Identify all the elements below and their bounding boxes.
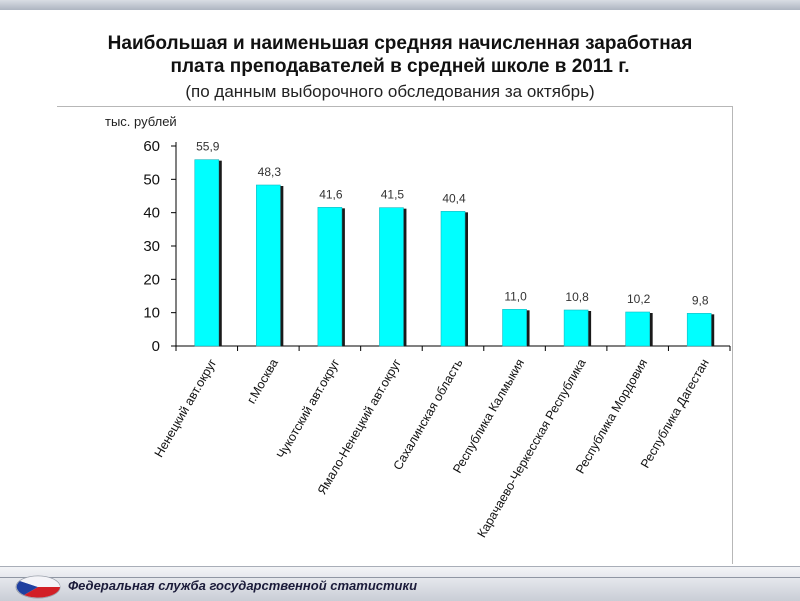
bar	[194, 159, 220, 347]
bar	[440, 211, 466, 347]
bar-value-label: 11,0	[504, 289, 527, 303]
bar-value-label: 10,2	[627, 292, 651, 306]
x-category-label: Сахалинская область	[391, 357, 466, 473]
bar	[563, 309, 589, 347]
bar-value-label: 41,6	[319, 187, 343, 201]
y-tick-label: 10	[143, 305, 160, 322]
rosstat-logo-icon	[15, 575, 61, 599]
bar	[379, 207, 404, 347]
bar	[256, 184, 281, 347]
y-tick-label: 50	[143, 171, 160, 188]
title-line-2: плата преподавателей в средней школе в 2…	[170, 56, 630, 77]
top-bar	[0, 0, 800, 10]
bar-value-label: 40,4	[442, 191, 466, 205]
x-category-label: Республика Дагестан	[638, 356, 712, 470]
y-axis-label: тыс. рублей	[105, 114, 177, 129]
bar-value-label: 55,9	[196, 140, 220, 154]
x-category-label: г.Москва	[244, 356, 281, 406]
y-tick-label: 30	[143, 238, 160, 255]
bar	[686, 313, 712, 347]
bar-value-label: 48,3	[258, 165, 282, 179]
y-tick-label: 60	[143, 138, 160, 155]
x-category-label: Республика Мордовия	[573, 357, 650, 477]
bar-value-label: 9,8	[692, 293, 709, 307]
y-tick-label: 40	[143, 205, 160, 222]
title-line-1: Наибольшая и наименьшая средняя начислен…	[107, 33, 693, 54]
x-category-label: Карачаево-Черкесская Республика	[475, 356, 589, 540]
footer-text: Федеральная служба государственной стати…	[68, 578, 418, 593]
bar	[502, 309, 527, 347]
y-tick-label: 20	[143, 271, 160, 288]
page-title: Наибольшая и наименьшая средняя начислен…	[0, 32, 800, 78]
x-category-label: Чукотский авт.округ	[274, 356, 343, 461]
page-subtitle: (по данным выборочного обследования за о…	[185, 82, 595, 101]
x-category-label: Ненецкий авт.округ	[152, 356, 220, 460]
bar-value-label: 41,5	[381, 188, 405, 202]
bar	[625, 311, 650, 347]
y-tick-label: 0	[152, 338, 160, 355]
footer-stripe	[0, 577, 800, 578]
bar-value-label: 10,8	[565, 290, 589, 304]
bar	[317, 207, 343, 347]
x-category-label: Республика Калмыкия	[450, 357, 527, 476]
chart-frame	[57, 106, 733, 564]
footer-bar: Федеральная служба государственной стати…	[0, 566, 800, 601]
